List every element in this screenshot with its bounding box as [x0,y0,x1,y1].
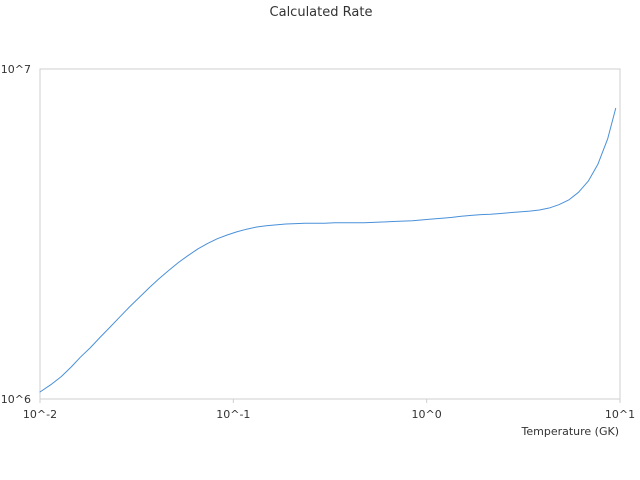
y-tick-label: 10^7 [1,63,31,76]
x-tick-label: 10^-2 [23,408,57,421]
rate-series-line [39,107,617,393]
x-tick-label: 10^-1 [216,408,250,421]
x-tick-label: 10^0 [412,408,442,421]
x-axis-label: Temperature (GK) [521,425,620,438]
y-tick-label: 10^6 [1,393,31,406]
chart-title: Calculated Rate [270,5,373,20]
x-tick-label: 10^1 [605,408,635,421]
plot-area [39,68,621,400]
